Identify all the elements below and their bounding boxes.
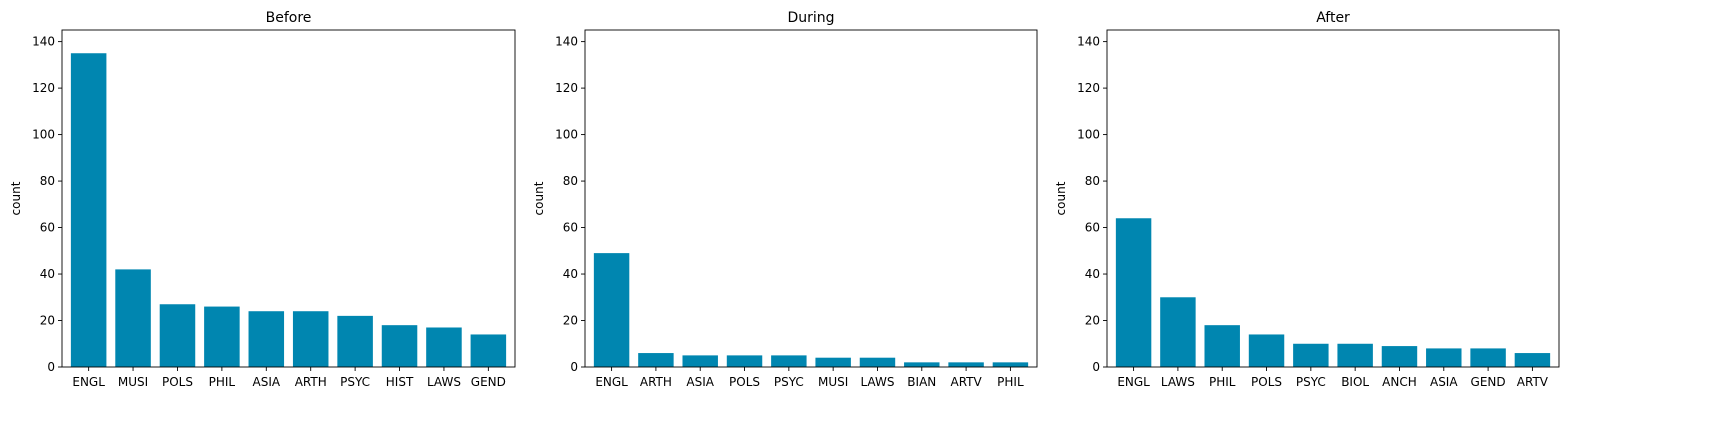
x-tick-label-artv: ARTV (1517, 375, 1549, 389)
x-tick-label-laws: LAWS (427, 375, 461, 389)
x-tick-label-bian: BIAN (907, 375, 936, 389)
bar-arth (292, 311, 329, 367)
bar-phil (992, 362, 1029, 367)
axes-frame (1106, 29, 1560, 368)
x-tick-label-engl: ENGL (72, 375, 105, 389)
bar-musi (815, 357, 851, 367)
x-tick-label-arth: ARTH (295, 375, 327, 389)
x-tick-label-musi: MUSI (118, 375, 148, 389)
bar-anch (1381, 346, 1418, 367)
x-tick-label-laws: LAWS (1161, 375, 1195, 389)
x-tick-label-pols: POLS (1251, 375, 1282, 389)
x-tick-label-engl: ENGL (595, 375, 628, 389)
bar-asia (248, 311, 285, 367)
bar-artv (1514, 353, 1551, 367)
y-tick-label: 140 (1077, 35, 1100, 49)
y-tick-label: 0 (1092, 360, 1100, 374)
x-tick-label-arth: ARTH (640, 375, 672, 389)
x-tick-label-hist: HIST (386, 375, 414, 389)
bar-pols (1248, 334, 1285, 367)
axes-frame (584, 29, 1038, 368)
bar-engl (70, 53, 107, 368)
x-tick-label-artv: ARTV (950, 375, 982, 389)
bar-phil (1204, 325, 1240, 367)
bar-bian (904, 362, 940, 367)
panel-title: After (1316, 10, 1350, 26)
bar-artv (948, 362, 984, 367)
y-tick-label: 40 (563, 267, 578, 281)
bar-laws (426, 327, 462, 367)
bar-asia (682, 355, 718, 367)
x-tick-label-musi: MUSI (818, 375, 848, 389)
y-tick-label: 0 (570, 360, 578, 374)
bar-psyc (337, 315, 373, 367)
bar-gend (470, 334, 507, 367)
bar-psyc (1293, 343, 1329, 367)
bar-hist (381, 325, 418, 367)
chart-panel-during: 0 20 40 60 80 100 120 140 ENGL ARTH ASIA POLS PSYC MU… (532, 10, 1038, 389)
bar-laws (1160, 297, 1196, 367)
y-tick-label: 80 (40, 174, 55, 188)
y-tick-label: 100 (1077, 128, 1100, 142)
x-tick-label-gend: GEND (1471, 375, 1506, 389)
x-tick-label-pols: POLS (729, 375, 760, 389)
y-tick-label: 80 (563, 174, 578, 188)
axes-frame (61, 29, 516, 368)
bar-pols (159, 304, 196, 367)
y-tick-label: 120 (32, 81, 55, 95)
y-tick-label: 60 (40, 221, 55, 235)
y-tick-label: 20 (40, 314, 55, 328)
x-tick-label-laws: LAWS (860, 375, 894, 389)
x-tick-label-psyc: PSYC (774, 375, 804, 389)
bar-pols (726, 355, 763, 367)
bar-psyc (771, 355, 807, 367)
bar-gend (1470, 348, 1506, 367)
chart-panel-after: 0 20 40 60 80 100 120 140 ENGL LAWS PHIL POLS PSYC BI… (1054, 10, 1560, 389)
y-tick-label: 0 (47, 360, 55, 374)
bar-engl (593, 253, 630, 367)
y-tick-label: 40 (40, 267, 55, 281)
bar-musi (115, 269, 151, 367)
y-tick-label: 20 (563, 314, 578, 328)
y-tick-label: 100 (32, 128, 55, 142)
x-tick-label-phil: PHIL (997, 375, 1024, 389)
panel-title: During (787, 10, 834, 26)
bar-laws (859, 357, 896, 367)
x-tick-label-asia: ASIA (1430, 375, 1458, 389)
x-tick-label-psyc: PSYC (1296, 375, 1326, 389)
x-tick-label-asia: ASIA (686, 375, 714, 389)
y-tick-label: 120 (1077, 81, 1100, 95)
x-tick-label-anch: ANCH (1382, 375, 1417, 389)
y-tick-label: 140 (32, 35, 55, 49)
bar-biol (1337, 343, 1373, 367)
x-tick-label-pols: POLS (162, 375, 193, 389)
bar-asia (1426, 348, 1462, 367)
y-tick-label: 20 (1085, 314, 1100, 328)
x-tick-label-psyc: PSYC (340, 375, 370, 389)
x-tick-label-engl: ENGL (1117, 375, 1150, 389)
y-tick-label: 80 (1085, 174, 1100, 188)
x-tick-label-gend: GEND (471, 375, 506, 389)
y-tick-label: 120 (555, 81, 578, 95)
chart-panel-before: 0 20 40 60 80 100 120 140 ENGL MUSI POLS PHIL ASIA AR… (9, 10, 516, 389)
bar-engl (1115, 218, 1152, 367)
bar-arth (638, 353, 674, 367)
x-tick-label-biol: BIOL (1341, 375, 1369, 389)
y-tick-label: 140 (555, 35, 578, 49)
panel-title: Before (266, 10, 312, 26)
y-axis-label: count (1054, 181, 1068, 215)
x-tick-label-phil: PHIL (209, 375, 236, 389)
y-tick-label: 60 (1085, 221, 1100, 235)
x-tick-label-asia: ASIA (253, 375, 281, 389)
y-axis-label: count (9, 181, 23, 215)
y-tick-label: 60 (563, 221, 578, 235)
y-tick-label: 40 (1085, 267, 1100, 281)
y-axis-label: count (532, 181, 546, 215)
bar-phil (204, 306, 240, 367)
y-tick-label: 100 (555, 128, 578, 142)
x-tick-label-phil: PHIL (1209, 375, 1236, 389)
